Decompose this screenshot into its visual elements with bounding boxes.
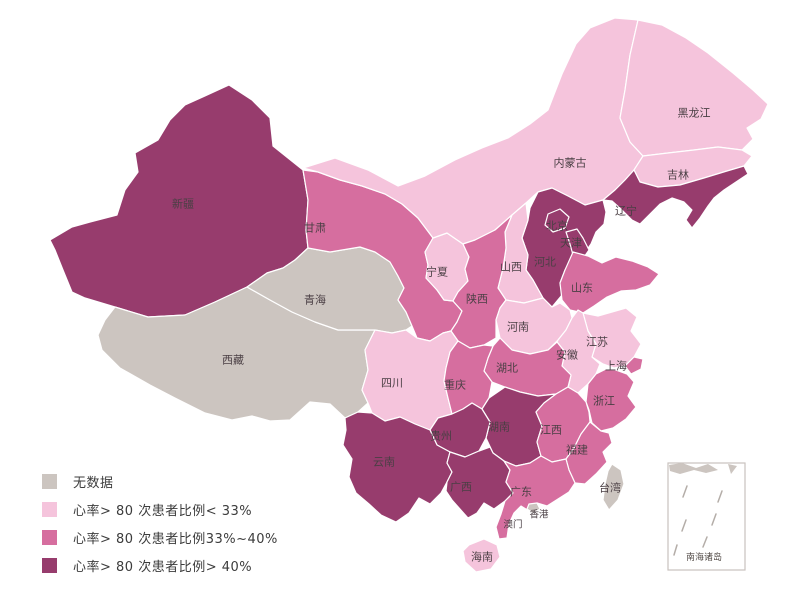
label-qinghai: 青海 <box>304 293 326 307</box>
province-fujian <box>565 421 613 485</box>
inset-frame <box>667 462 746 571</box>
label-gansu: 甘肃 <box>304 222 326 235</box>
inset-coastline <box>669 463 718 474</box>
label-guizhou: 贵州 <box>430 430 452 443</box>
legend-swatch-no-data <box>42 474 57 489</box>
label-guangdong: 广东 <box>510 486 532 499</box>
label-tianjin: 天津 <box>560 237 582 250</box>
province-shandong <box>559 251 660 314</box>
label-jilin: 吉林 <box>667 168 689 182</box>
label-hongkong: 香港 <box>529 509 549 521</box>
legend-label-mid: 心率> 80 次患者比例33%~40% <box>73 532 278 547</box>
label-ningxia: 宁夏 <box>426 265 448 279</box>
province-yunnan <box>342 411 453 523</box>
label-shaanxi: 陕西 <box>466 292 488 306</box>
label-xinjiang: 新疆 <box>172 197 194 211</box>
legend-swatch-low <box>42 502 57 517</box>
label-jiangsu: 江苏 <box>586 336 608 349</box>
legend-label-low: 心率> 80 次患者比例< 33% <box>73 504 253 519</box>
label-hainan: 海南 <box>471 550 493 564</box>
label-fujian: 福建 <box>566 443 588 457</box>
legend-item-low: 心率> 80 次患者比例< 33% <box>42 502 278 519</box>
label-beijing: 北京 <box>546 219 568 233</box>
label-neimenggu: 内蒙古 <box>554 156 587 170</box>
province-liaoning <box>602 165 749 229</box>
province-heilongjiang <box>619 19 769 157</box>
legend-swatch-high <box>42 558 57 573</box>
province-shanghai <box>624 356 644 375</box>
south-china-sea-inset: 南海诸岛 <box>667 462 746 571</box>
label-yunnan: 云南 <box>373 456 395 469</box>
label-guangxi: 广西 <box>450 481 472 494</box>
label-shanghai: 上海 <box>605 359 627 373</box>
province-taiwan <box>602 463 625 511</box>
label-xizang: 西藏 <box>222 354 244 367</box>
legend-item-mid: 心率> 80 次患者比例33%~40% <box>42 530 278 547</box>
label-shandong: 山东 <box>571 282 593 295</box>
label-macau: 澳门 <box>503 519 522 531</box>
label-hunan: 湖南 <box>488 421 510 434</box>
province-hainan <box>462 538 501 573</box>
label-shanxi: 山西 <box>500 261 522 274</box>
legend-item-high: 心率> 80 次患者比例> 40% <box>42 558 278 575</box>
inset-coastline-corner <box>728 464 737 474</box>
label-jiangxi: 江西 <box>540 424 562 437</box>
label-hubei: 湖北 <box>496 362 518 375</box>
legend-label-high: 心率> 80 次患者比例> 40% <box>73 560 253 575</box>
label-heilongjiang: 黑龙江 <box>678 107 711 120</box>
legend-swatch-mid <box>42 530 57 545</box>
inset-label: 南海诸岛 <box>686 551 722 563</box>
label-chongqing: 重庆 <box>444 378 466 392</box>
label-liaoning: 辽宁 <box>615 204 637 218</box>
legend: 无数据 心率> 80 次患者比例< 33% 心率> 80 次患者比例33%~40… <box>42 474 278 575</box>
label-hebei: 河北 <box>534 256 556 269</box>
province-hongkong <box>526 502 541 514</box>
label-zhejiang: 浙江 <box>593 395 615 408</box>
label-anhui: 安徽 <box>556 348 578 362</box>
label-taiwan: 台湾 <box>599 481 621 495</box>
legend-label-no-data: 无数据 <box>73 476 114 491</box>
province-beijing <box>544 208 570 233</box>
legend-item-no-data: 无数据 <box>42 474 278 491</box>
province-guangxi <box>445 446 514 519</box>
province-regions <box>49 17 769 573</box>
label-henan: 河南 <box>507 321 529 334</box>
inset-dash-lines <box>673 485 723 556</box>
label-sichuan: 四川 <box>381 377 403 390</box>
